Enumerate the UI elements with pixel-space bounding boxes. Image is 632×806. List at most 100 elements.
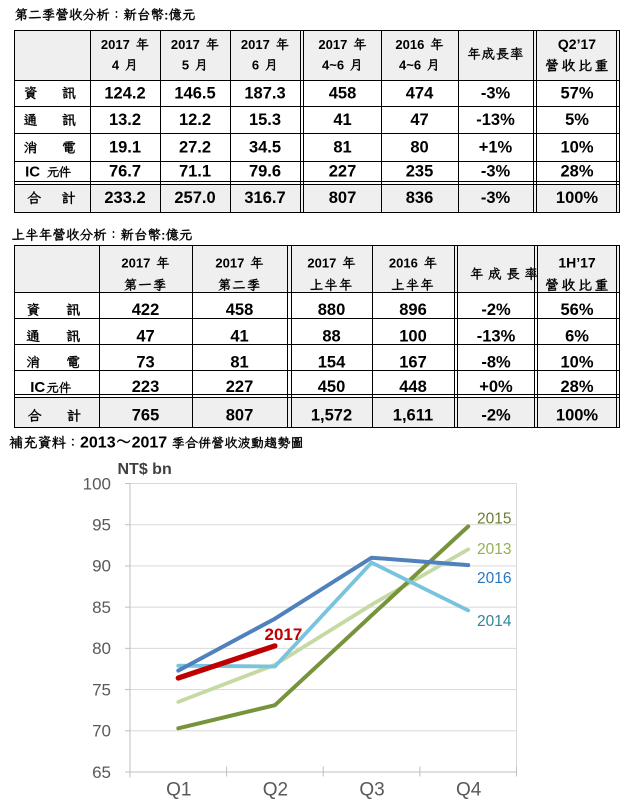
svg-text:12.2: 12.2: [179, 111, 211, 129]
svg-text:-13%: -13%: [476, 111, 515, 129]
svg-text:257.0: 257.0: [174, 189, 215, 207]
svg-text:Q1: Q1: [166, 780, 191, 801]
svg-text:100: 100: [83, 474, 111, 493]
svg-text:28%: 28%: [560, 378, 593, 396]
svg-text:27.2: 27.2: [179, 139, 211, 157]
svg-text:100%: 100%: [556, 189, 599, 207]
svg-text:422: 422: [132, 301, 160, 319]
svg-text:-2%: -2%: [481, 407, 511, 425]
svg-text:2017: 2017: [132, 434, 168, 451]
svg-text:80: 80: [92, 639, 111, 658]
svg-text:NT$ bn: NT$ bn: [118, 461, 172, 478]
svg-text:2014: 2014: [477, 613, 512, 630]
svg-text:2017: 2017: [318, 37, 347, 52]
svg-text:73: 73: [136, 353, 154, 371]
svg-text:6%: 6%: [565, 327, 589, 345]
svg-text:167: 167: [399, 353, 427, 371]
svg-text:47: 47: [136, 327, 154, 345]
svg-text:2013: 2013: [80, 434, 116, 451]
svg-text:88: 88: [322, 327, 340, 345]
svg-text:807: 807: [329, 189, 357, 207]
svg-text::: :: [164, 7, 168, 22]
svg-text:227: 227: [329, 162, 357, 180]
svg-text:5: 5: [182, 57, 189, 72]
svg-text:-3%: -3%: [481, 162, 511, 180]
svg-text:227: 227: [226, 378, 254, 396]
svg-text:474: 474: [406, 84, 434, 102]
svg-text:1,611: 1,611: [393, 407, 433, 425]
svg-text:6: 6: [252, 57, 259, 72]
svg-text:450: 450: [318, 378, 346, 396]
svg-text:2017: 2017: [101, 37, 130, 52]
svg-text:Q2’17: Q2’17: [558, 36, 596, 52]
svg-text:+0%: +0%: [479, 378, 513, 396]
svg-text:19.1: 19.1: [109, 139, 141, 157]
svg-text:187.3: 187.3: [244, 84, 285, 102]
svg-text:81: 81: [230, 353, 248, 371]
svg-text:2017: 2017: [307, 256, 336, 271]
svg-text:458: 458: [226, 301, 254, 319]
svg-text:70: 70: [92, 722, 111, 741]
svg-text:57%: 57%: [560, 84, 593, 102]
svg-text:836: 836: [406, 189, 434, 207]
svg-text:100%: 100%: [556, 407, 599, 425]
svg-text:28%: 28%: [560, 162, 593, 180]
svg-text:154: 154: [318, 353, 346, 371]
svg-text:65: 65: [92, 763, 111, 782]
svg-text:-13%: -13%: [477, 327, 516, 345]
svg-text:76.7: 76.7: [109, 162, 141, 180]
svg-text:4~6: 4~6: [399, 57, 421, 72]
svg-text:2017: 2017: [265, 625, 303, 644]
svg-text:Q3: Q3: [359, 780, 384, 801]
svg-text:765: 765: [132, 407, 160, 425]
svg-text:223: 223: [132, 378, 160, 396]
svg-text:5%: 5%: [565, 111, 589, 129]
svg-text:Q2: Q2: [263, 780, 288, 801]
svg-text:233.2: 233.2: [104, 189, 145, 207]
svg-text:880: 880: [318, 301, 346, 319]
svg-text:2017: 2017: [121, 256, 150, 271]
svg-text:2017: 2017: [241, 37, 270, 52]
svg-text:IC: IC: [25, 163, 40, 180]
svg-text:448: 448: [399, 378, 427, 396]
svg-text:10%: 10%: [560, 353, 593, 371]
svg-text:4~6: 4~6: [322, 57, 344, 72]
svg-text:10%: 10%: [560, 139, 593, 157]
svg-text:2016: 2016: [389, 256, 418, 271]
svg-text:2013: 2013: [477, 541, 511, 558]
svg-text:15.3: 15.3: [249, 111, 281, 129]
svg-text:2016: 2016: [395, 37, 424, 52]
svg-text:95: 95: [92, 516, 111, 535]
svg-text:896: 896: [399, 301, 427, 319]
svg-text:-3%: -3%: [481, 189, 511, 207]
svg-text:90: 90: [92, 557, 111, 576]
svg-text:IC: IC: [30, 379, 45, 396]
svg-text:2017: 2017: [171, 37, 200, 52]
svg-text:807: 807: [226, 407, 254, 425]
svg-text:458: 458: [329, 84, 357, 102]
svg-text:124.2: 124.2: [104, 84, 145, 102]
svg-text:80: 80: [410, 139, 428, 157]
svg-text:34.5: 34.5: [249, 139, 281, 157]
svg-text:235: 235: [406, 162, 434, 180]
svg-text:56%: 56%: [560, 301, 593, 319]
svg-text:1,572: 1,572: [311, 407, 352, 425]
svg-text:47: 47: [410, 111, 428, 129]
svg-text:75: 75: [92, 680, 111, 699]
svg-text:81: 81: [333, 139, 351, 157]
svg-text:-3%: -3%: [481, 84, 511, 102]
svg-text:13.2: 13.2: [109, 111, 141, 129]
svg-text:1H’17: 1H’17: [558, 255, 596, 271]
svg-text:-2%: -2%: [481, 301, 511, 319]
svg-text:316.7: 316.7: [244, 189, 285, 207]
svg-text:85: 85: [92, 598, 111, 617]
svg-text:2017: 2017: [215, 256, 244, 271]
svg-text:71.1: 71.1: [179, 162, 211, 180]
svg-text:146.5: 146.5: [174, 84, 215, 102]
svg-text::: :: [161, 227, 165, 242]
svg-text:100: 100: [399, 327, 427, 345]
svg-text:2016: 2016: [477, 570, 511, 587]
svg-text:79.6: 79.6: [249, 162, 281, 180]
svg-text:Q4: Q4: [456, 780, 482, 801]
svg-text:2015: 2015: [477, 511, 511, 528]
